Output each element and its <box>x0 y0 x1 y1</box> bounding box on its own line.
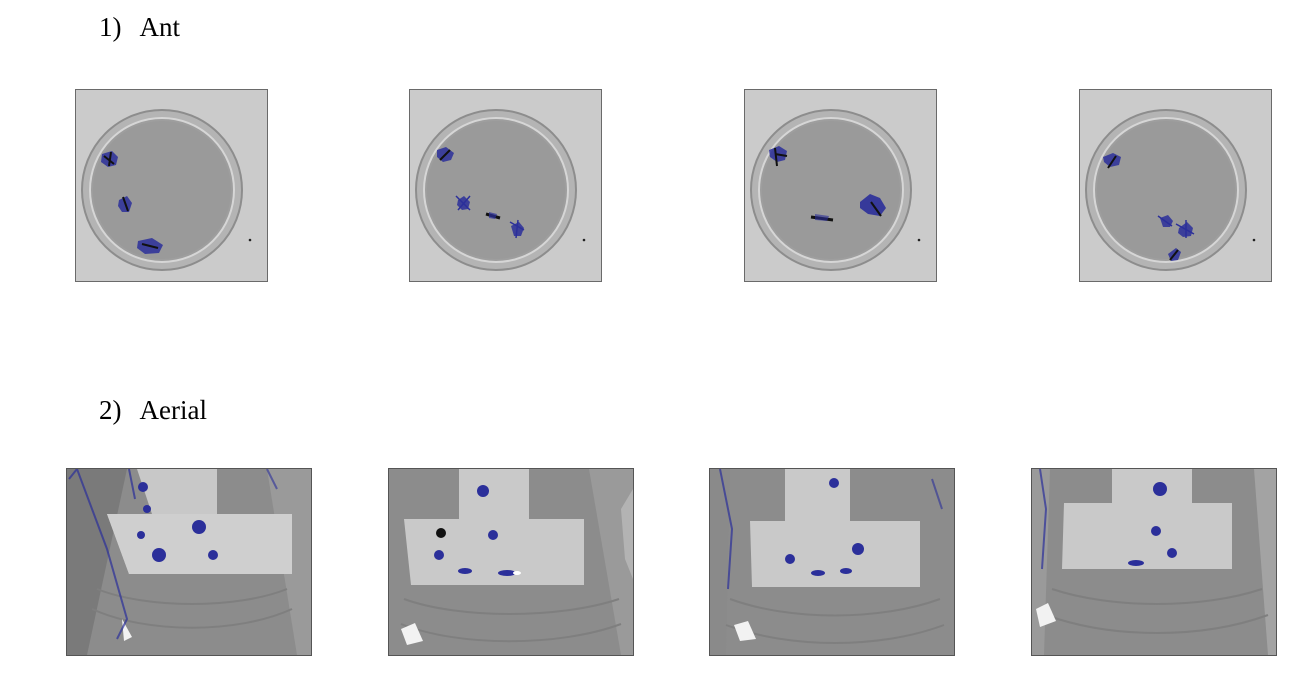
ant-blob <box>860 194 886 217</box>
section-heading-ant: 1) Ant <box>99 11 180 43</box>
ant-blob <box>810 214 834 222</box>
section-label: Ant <box>139 12 181 42</box>
section-number: 2) <box>99 395 122 425</box>
ant-blob <box>437 147 454 162</box>
section-label: Aerial <box>139 395 207 425</box>
ant-blob <box>101 151 118 167</box>
ant-blob <box>455 195 471 211</box>
ant-blob <box>118 196 132 212</box>
ant-blob <box>1175 220 1195 238</box>
ant-frame-2 <box>409 89 602 282</box>
ant-blob <box>769 146 788 167</box>
ant-blob <box>1157 215 1173 227</box>
ant-frame-1 <box>75 89 268 282</box>
ant-frame-3 <box>744 89 937 282</box>
ant-blob <box>485 212 501 220</box>
aerial-frame-4 <box>1031 468 1277 656</box>
aerial-frame-1 <box>66 468 312 656</box>
section-number: 1) <box>99 12 122 42</box>
ant-blob <box>1168 248 1181 261</box>
aerial-frame-3 <box>709 468 955 656</box>
ant-blob <box>1103 153 1121 169</box>
ant-blob <box>137 238 163 254</box>
aerial-frame-2 <box>388 468 634 656</box>
ant-frame-4 <box>1079 89 1272 282</box>
ant-blob <box>509 219 525 239</box>
section-heading-aerial: 2) Aerial <box>99 394 207 426</box>
